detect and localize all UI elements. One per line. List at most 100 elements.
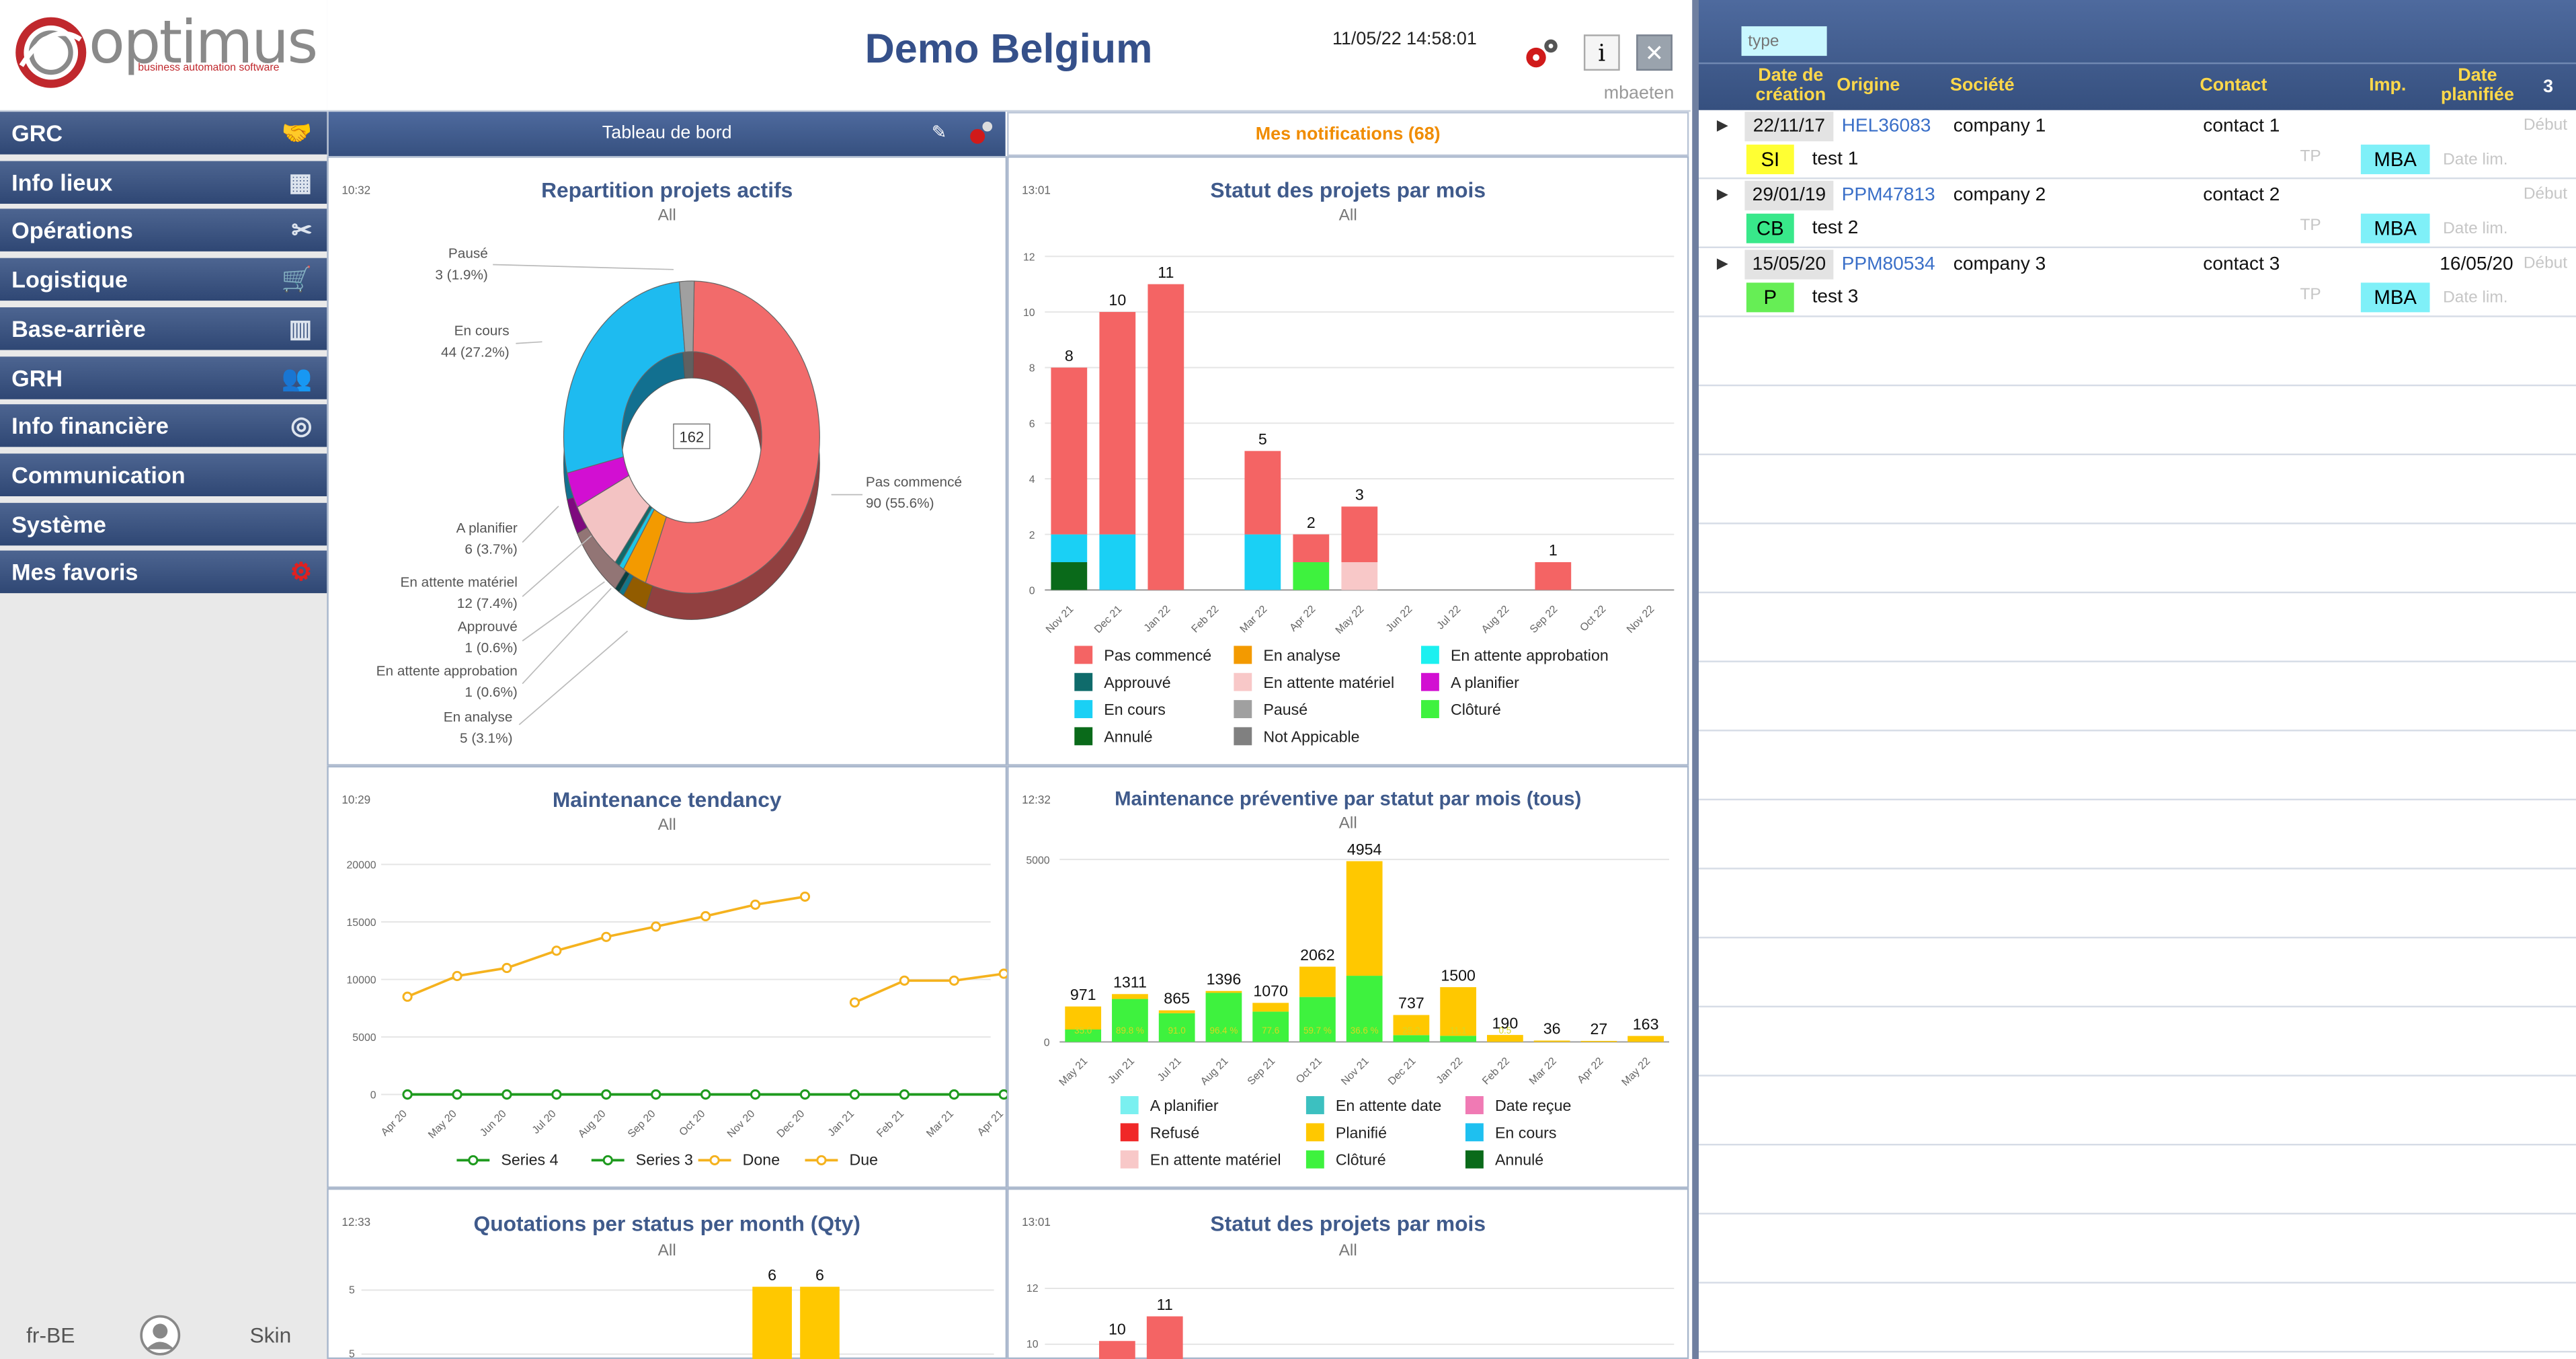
sidebar-item-label: Base-arrière — [11, 315, 146, 342]
tab-dashboard[interactable]: Tableau de bord ✎ — [329, 112, 1006, 156]
row-divider — [1699, 1006, 2576, 1007]
sidebar-item-grh[interactable]: GRH👥 — [0, 356, 327, 401]
bar-total-label: 27 — [1590, 1020, 1607, 1038]
series-point — [900, 976, 908, 984]
sidebar-item-mes-favoris[interactable]: Mes favoris⚙ — [0, 551, 327, 596]
legend-swatch — [1421, 673, 1439, 691]
legend-swatch — [1306, 1096, 1324, 1114]
donut-slice-name: En attente approbation — [376, 663, 518, 678]
donut-slice-name: En analyse — [444, 709, 513, 725]
page-title: Demo Belgium — [327, 26, 1690, 74]
legend-item: A planifier — [1150, 1097, 1219, 1114]
legend-swatch — [1234, 646, 1252, 664]
series-point — [652, 1091, 660, 1099]
y-tick-label: 0 — [1044, 1038, 1050, 1049]
tab-notifications[interactable]: Mes notifications (68) — [1007, 112, 1689, 156]
bar-total-label: 1396 — [1207, 970, 1242, 988]
column-header-contact[interactable]: Contact — [2200, 75, 2267, 95]
legend-item: Approuvé — [1104, 674, 1170, 691]
sidebar-item-label: Info financière — [11, 413, 169, 439]
donut-slice-value: 90 (55.6%) — [866, 496, 934, 511]
x-tick-label: Mar 22 — [1238, 603, 1270, 635]
widget-repartition: 10:32 Repartition projets actifs All 162… — [327, 156, 1007, 766]
cell-origin-link[interactable]: PPM47813 — [1842, 186, 1935, 205]
logo-swirl-icon — [15, 16, 87, 89]
donut-slice-name: A planifier — [456, 520, 518, 536]
cell-origin-link[interactable]: PPM80534 — [1842, 255, 1935, 274]
sidebar-item-label: Info lieux — [11, 169, 112, 195]
column-header-imp[interactable]: Imp. — [2369, 75, 2406, 95]
sidebar-item-base-arri-re[interactable]: Base-arrière▥ — [0, 307, 327, 353]
bar-segment — [1112, 994, 1148, 999]
series-point — [702, 912, 710, 920]
series-point — [602, 933, 610, 941]
series-point — [602, 1091, 610, 1099]
user-avatar-icon[interactable] — [140, 1315, 181, 1356]
column-header-origin[interactable]: Origine — [1837, 75, 1900, 95]
row-divider — [1699, 315, 2576, 317]
x-tick-label: Sep 20 — [626, 1108, 658, 1140]
series-point — [403, 1091, 411, 1099]
dashboard-settings-icon[interactable] — [966, 120, 996, 146]
sidebar-item-info-lieux[interactable]: Info lieux▦ — [0, 161, 327, 206]
edit-icon[interactable]: ✎ — [932, 112, 947, 156]
x-tick-label: Jan 22 — [1142, 603, 1173, 634]
bar-total-label: 10 — [1109, 1320, 1126, 1337]
sidebar-item-op-rations[interactable]: Opérations✂ — [0, 209, 327, 255]
x-tick-label: Mar 22 — [1527, 1055, 1559, 1087]
header: Demo Belgium 11/05/22 14:58:01 i ✕ mbaet… — [327, 0, 1690, 112]
close-icon: ✕ — [1645, 40, 1664, 66]
language-selector[interactable]: fr-BE — [26, 1323, 75, 1348]
x-tick-label: Jul 20 — [530, 1108, 559, 1136]
bar-segment — [1099, 535, 1135, 590]
x-tick-label: Nov 21 — [1044, 603, 1076, 635]
info-button[interactable]: i — [1584, 34, 1620, 71]
sidebar-item-info-financi-re[interactable]: Info financière◎ — [0, 405, 327, 451]
donut-center-label: 162 — [680, 428, 705, 445]
column-header-date[interactable]: Date de création — [1748, 66, 1833, 106]
sidebar-item-logistique[interactable]: Logistique🛒 — [0, 258, 327, 304]
legend-marker — [711, 1156, 719, 1164]
x-tick-label: Jun 22 — [1384, 603, 1415, 634]
series-point — [453, 1091, 461, 1099]
cell-start-placeholder: Début — [2524, 255, 2567, 273]
legend-item: Done — [743, 1151, 780, 1169]
series-point — [801, 892, 809, 900]
logo[interactable]: optimus business automation software — [0, 0, 327, 112]
sidebar-item-communication[interactable]: Communication — [0, 453, 327, 499]
search-input[interactable] — [1742, 26, 1827, 56]
column-header-planned-date[interactable]: Date planifiée — [2435, 66, 2520, 106]
legend-item: En attente approbation — [1451, 646, 1609, 664]
cell-description: test 1 — [1812, 149, 1859, 169]
cell-origin-link[interactable]: HEL36083 — [1842, 117, 1931, 137]
expand-row-icon[interactable]: ▶ — [1717, 186, 1728, 204]
column-header-company[interactable]: Société — [1950, 75, 2015, 95]
widget-project-status-2: 13:01 Statut des projets par mois All 12… — [1007, 1188, 1689, 1359]
expand-row-icon[interactable]: ▶ — [1717, 255, 1728, 273]
settings-gears-icon[interactable] — [1520, 34, 1563, 74]
bar-total-label: 1070 — [1253, 982, 1288, 1000]
expand-row-icon[interactable]: ▶ — [1717, 117, 1728, 135]
sidebar-item-grc[interactable]: GRC🤝 — [0, 112, 327, 157]
x-tick-label: Nov 20 — [725, 1108, 758, 1140]
bar-segment — [1051, 368, 1087, 535]
x-tick-label: Jun 21 — [1106, 1055, 1137, 1086]
sidebar-item-syst-me[interactable]: Système — [0, 502, 327, 548]
series-point — [801, 1091, 809, 1099]
y-tick-label: 5 — [349, 1284, 355, 1296]
status-badge: SI — [1746, 145, 1794, 174]
donut-slice-name: En cours — [454, 323, 510, 339]
series-point — [403, 993, 411, 1001]
legend-item: Planifié — [1336, 1124, 1387, 1141]
x-tick-label: Apr 21 — [975, 1108, 1006, 1138]
series-point — [503, 1091, 511, 1099]
skin-selector[interactable]: Skin — [249, 1323, 291, 1348]
close-button[interactable]: ✕ — [1636, 34, 1673, 71]
donut-slice-value: 12 (7.4%) — [457, 596, 518, 611]
